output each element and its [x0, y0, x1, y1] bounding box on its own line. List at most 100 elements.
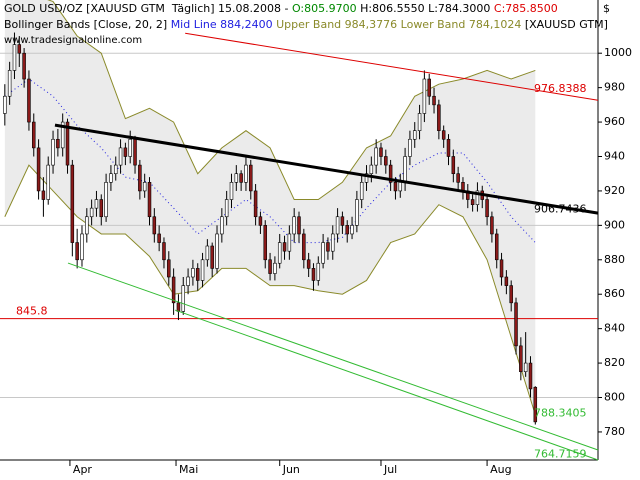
band-line	[4, 164, 536, 415]
candle-body	[403, 156, 407, 183]
candle-body	[224, 199, 229, 218]
candle-body	[331, 233, 335, 252]
candle-body	[451, 156, 456, 175]
candle-body	[494, 233, 499, 261]
candle-body	[171, 276, 176, 304]
candle-body	[215, 233, 219, 269]
candle-body	[374, 147, 378, 166]
candle-body	[350, 225, 354, 235]
candle-body	[393, 182, 398, 192]
candle-body	[22, 52, 26, 80]
y-tick-label: 880	[604, 253, 625, 266]
candle-body	[297, 216, 301, 235]
candle-body	[200, 259, 205, 281]
candle-body	[32, 121, 36, 149]
candle-body	[51, 138, 55, 166]
candle-body	[340, 216, 345, 226]
candle-body	[335, 216, 340, 235]
level-label: 845.8	[16, 305, 48, 318]
symbol: [XAUUSD GTM]	[524, 18, 608, 31]
y-tick-label: 980	[604, 81, 625, 94]
title: GOLD USD/OZ [XAUUSD GTM Täglich] 15.08.2…	[4, 2, 289, 15]
candle-body	[80, 233, 84, 261]
candle-body	[133, 138, 137, 166]
open: O:805.9700	[291, 2, 357, 15]
candle-body	[65, 121, 70, 166]
indicator: Bollinger Bands [Close, 20, 2]	[4, 18, 168, 31]
trendline-label: 976.8388	[534, 82, 587, 95]
candle-body	[528, 362, 533, 390]
trendline-label: 788.3405	[534, 407, 587, 420]
candle-body	[12, 44, 17, 71]
candle-body	[306, 259, 311, 269]
x-tick-label: Jul	[383, 463, 397, 476]
candle-body	[75, 242, 79, 261]
candle-body	[408, 138, 412, 157]
candle-body	[446, 138, 451, 157]
candle-body	[152, 216, 157, 235]
candle-body	[432, 95, 436, 106]
candle-body	[239, 173, 243, 183]
candle-body	[191, 268, 195, 278]
y-tick-label: 820	[604, 356, 625, 369]
candle-body	[273, 262, 277, 274]
candle-body	[85, 216, 89, 235]
candle-body	[181, 285, 186, 312]
candle-body	[7, 70, 12, 97]
high: H:806.5550	[360, 2, 425, 15]
mid-line: Mid Line 884,2400	[170, 18, 273, 31]
candle-body	[147, 182, 152, 218]
x-tick-label: Jun	[282, 463, 300, 476]
candle-body	[311, 268, 316, 281]
candle-body	[142, 182, 147, 192]
y-tick-label: 1000	[604, 46, 632, 59]
candle-body	[509, 285, 513, 304]
trendline-label: 764.7159	[534, 447, 587, 460]
candle-body	[287, 233, 292, 252]
candle-body	[475, 190, 480, 205]
low: L:784.3000	[428, 2, 491, 15]
candle-body	[359, 182, 364, 200]
candle-body	[504, 276, 509, 286]
candle-body	[3, 95, 7, 114]
candle-body	[60, 121, 65, 149]
candle-body	[316, 262, 321, 281]
candle-body	[514, 302, 518, 347]
x-tick-label: Mai	[179, 463, 198, 476]
trendline	[67, 262, 599, 451]
candle-body	[321, 242, 325, 264]
candle-body	[99, 199, 104, 218]
y-tick-label: 900	[604, 218, 625, 231]
candle-body	[249, 164, 253, 192]
y-tick-label: 920	[604, 184, 625, 197]
candle-body	[27, 78, 31, 123]
candle-body	[412, 130, 417, 140]
candle-body	[128, 138, 132, 157]
candle-body	[282, 242, 287, 252]
candle-body	[138, 164, 142, 192]
band-line	[4, 78, 536, 244]
y-tick-label: 780	[604, 425, 625, 438]
candle-body	[369, 164, 374, 175]
close: C:785.8500	[493, 2, 558, 15]
trendline	[185, 32, 599, 101]
candle-body	[302, 233, 306, 261]
candle-body	[41, 190, 46, 200]
candle-body	[523, 362, 528, 372]
trendline-label: 906.7436	[534, 203, 587, 216]
candle-body	[379, 147, 383, 157]
candle-body	[427, 78, 431, 97]
y-tick-label: 860	[604, 287, 625, 300]
candle-body	[113, 164, 118, 175]
candle-body	[157, 233, 161, 243]
candle-body	[244, 164, 248, 183]
candle-body	[118, 147, 123, 166]
candle-body	[417, 113, 422, 131]
header: GOLD USD/OZ [XAUUSD GTM Täglich] 15.08.2…	[4, 1, 608, 49]
candle-body	[277, 242, 282, 264]
candle-body	[195, 268, 200, 281]
candle-body	[263, 225, 267, 261]
candle-body	[94, 199, 99, 209]
